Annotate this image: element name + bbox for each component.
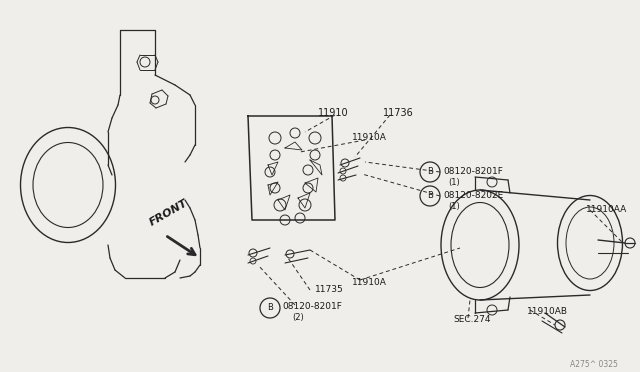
Text: 11736: 11736 (383, 108, 413, 118)
Text: 11910: 11910 (318, 108, 349, 118)
Text: 11910AB: 11910AB (527, 307, 568, 316)
Text: 08120-8201F: 08120-8201F (282, 302, 342, 311)
Text: 11910AA: 11910AA (586, 205, 627, 214)
Text: 08120-8202E: 08120-8202E (443, 191, 503, 200)
Text: (1): (1) (448, 202, 460, 211)
Text: FRONT: FRONT (148, 198, 190, 228)
Text: 11735: 11735 (315, 285, 344, 294)
Text: (1): (1) (448, 178, 460, 187)
Text: B: B (427, 192, 433, 201)
Text: A275^ 0325: A275^ 0325 (570, 360, 618, 369)
Text: B: B (427, 167, 433, 176)
Text: SEC.274: SEC.274 (453, 315, 490, 324)
Text: (2): (2) (292, 313, 304, 322)
Text: 11910A: 11910A (352, 278, 387, 287)
Text: 11910A: 11910A (352, 133, 387, 142)
Text: B: B (267, 304, 273, 312)
Text: 08120-8201F: 08120-8201F (443, 167, 503, 176)
